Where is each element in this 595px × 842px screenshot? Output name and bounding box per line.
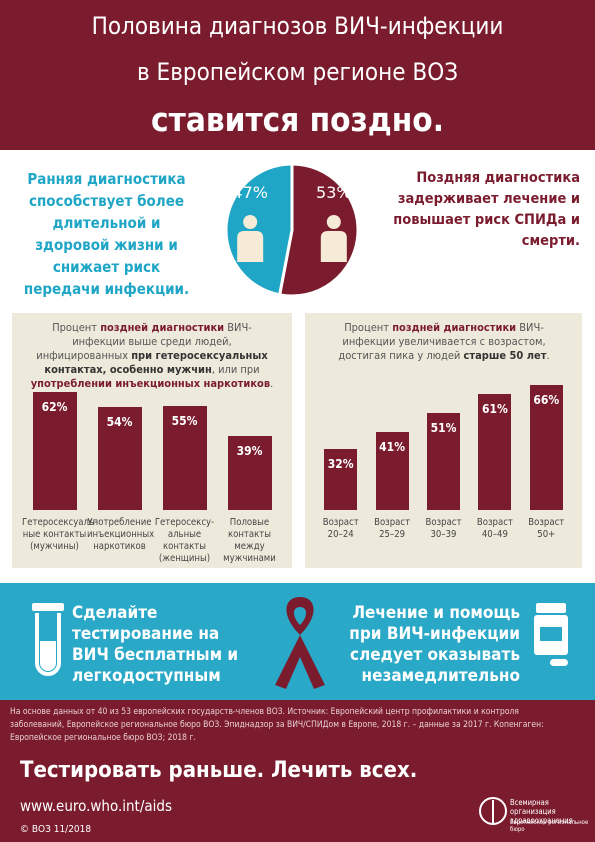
- chart-caption: Процент поздней диагностики ВИЧ-инфекции…: [26, 321, 278, 391]
- text: ВИЧ-инфекции выше среди людей, инфициров…: [36, 321, 252, 362]
- category-label: Возраст 50+: [528, 517, 565, 540]
- panel: Процент поздней диагностики ВИЧ-инфекции…: [305, 313, 582, 568]
- value-label: 54%: [106, 415, 133, 430]
- category-label: Употребление инъекционных наркотиков: [87, 517, 155, 552]
- chart-caption: Процент поздней диагностики ВИЧ-инфекции…: [319, 321, 569, 363]
- person-head: [326, 215, 341, 229]
- person-icon: [320, 215, 347, 262]
- footer: На основе данных от 40 из 53 европейских…: [0, 700, 595, 842]
- value-label: 39%: [236, 443, 263, 458]
- text: поздней диагностики: [100, 321, 225, 334]
- who-emblem: [479, 797, 507, 825]
- header: Половина диагнозов ВИЧ-инфекции в Европе…: [0, 0, 595, 150]
- category-label: Половые контакты между мужчинами: [223, 517, 276, 564]
- bar: 39%: [227, 435, 272, 510]
- bar: 66%: [529, 384, 563, 510]
- category-label: Гетеросексуаль- ные контакты (мужчины): [22, 517, 98, 552]
- value-label: 41%: [379, 440, 406, 455]
- bar: 62%: [32, 392, 77, 510]
- text: Процент: [344, 321, 393, 334]
- pie-label: 47%: [232, 183, 268, 202]
- value-label: 51%: [430, 421, 457, 436]
- person-body: [320, 231, 347, 262]
- text: , или при: [211, 363, 260, 376]
- category-label: Возраст 30–39: [425, 517, 462, 540]
- source-note: На основе данных от 40 из 53 европейских…: [10, 707, 544, 743]
- category-label: Возраст 40–49: [476, 517, 513, 540]
- banner-left-text: Сделайте тестирование на ВИЧ бесплатным …: [72, 603, 239, 686]
- early-text: Ранняя диагностика способствует более дл…: [23, 170, 190, 298]
- ribbon-icon: [275, 597, 325, 689]
- text: .: [270, 377, 274, 390]
- value-label: 66%: [533, 392, 560, 407]
- person-head: [243, 215, 258, 229]
- title-line: Половина диагнозов ВИЧ-инфекции: [91, 12, 504, 40]
- person-body: [237, 231, 264, 262]
- pill-bottle-icon: [534, 603, 568, 666]
- text: поздней диагностики: [392, 321, 517, 334]
- value-label: 55%: [171, 413, 198, 428]
- category-label: Возраст 20–24: [322, 517, 359, 540]
- pie-slice: [277, 162, 360, 298]
- category-label: Гетеросексу- альные контакты (женщины): [154, 517, 215, 564]
- text: старше 50 лет: [463, 349, 547, 362]
- category-label: Возраст 25–29: [374, 517, 411, 540]
- banner-right-text: Лечение и помощь при ВИЧ-инфекции следуе…: [349, 603, 520, 686]
- slogan: Тестировать раньше. Лечить всех.: [20, 758, 418, 783]
- who-name: Всемирная организация здравоохранения: [510, 798, 573, 825]
- text: .: [546, 349, 550, 362]
- person-icon: [237, 215, 264, 262]
- title-emphasis: ставится поздно.: [151, 100, 444, 139]
- panel: Процент поздней диагностики ВИЧ-инфекции…: [12, 313, 292, 568]
- bar: 55%: [162, 405, 207, 510]
- text: Процент: [52, 321, 101, 334]
- pie-slice: [224, 162, 294, 297]
- pie-chart: 53% 47%: [224, 162, 360, 298]
- bar: 51%: [427, 413, 460, 510]
- pie-label: 53%: [316, 183, 352, 202]
- bar: 32%: [324, 449, 358, 510]
- text: ВИЧ-инфекции увеличивается с возрастом, …: [338, 321, 546, 362]
- value-label: 32%: [327, 457, 354, 472]
- test-tube-icon: [32, 603, 64, 676]
- who-office: Европейское региональное бюро: [510, 819, 589, 833]
- url: www.euro.who.int/aids: [20, 797, 172, 815]
- late-text: Поздняя диагностика задерживает лечение …: [393, 170, 580, 249]
- bar: 41%: [375, 432, 409, 510]
- title-line: в Европейском регионе ВОЗ: [136, 58, 459, 86]
- text: при гетеросексуальных контактах, особенн…: [44, 349, 268, 376]
- banner: Сделайте тестирование на ВИЧ бесплатным …: [0, 583, 595, 700]
- value-label: 61%: [481, 402, 508, 417]
- text: употреблении инъекционных наркотиков: [30, 377, 271, 390]
- bar: 54%: [97, 407, 142, 510]
- value-label: 62%: [41, 400, 68, 415]
- copyright: © ВОЗ 11/2018: [20, 824, 92, 835]
- bar: 61%: [478, 394, 512, 510]
